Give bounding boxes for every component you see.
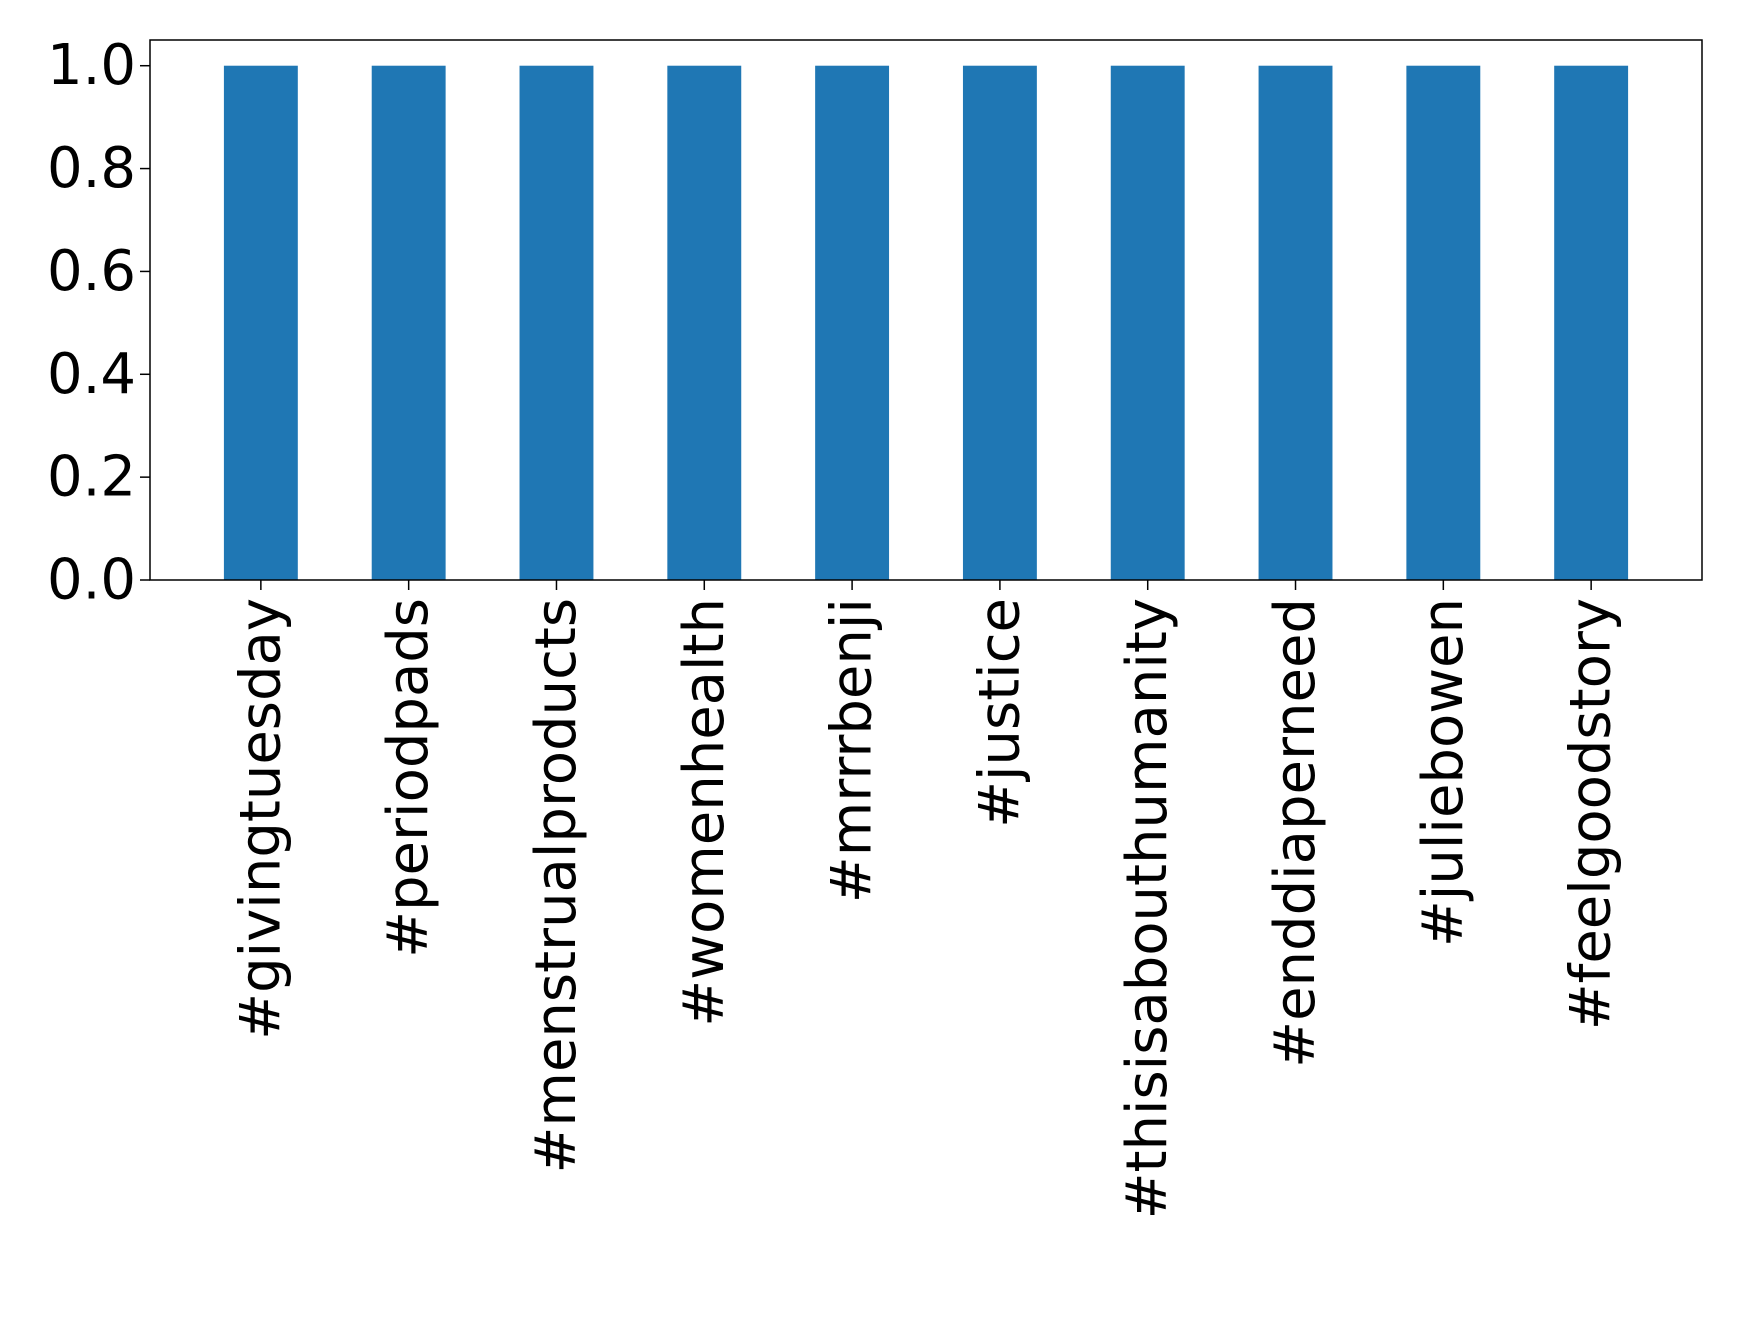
y-tick-label: 0.0 [47,548,136,613]
x-tick-label: #menstrualproducts [524,598,589,1174]
x-tick-label: #feelgoodstory [1559,598,1624,1030]
bar-feelgoodstory [1554,65,1629,580]
y-tick-label: 0.4 [47,342,136,407]
y-tick-label: 1.0 [47,33,136,98]
x-tick-label: #periodpads [376,598,441,958]
x-tick-label: #enddiaperneed [1263,598,1328,1068]
bar-periodpads [371,65,446,580]
x-tick-label: #givingtuesday [228,598,293,1040]
x-tick-label: #juliebowen [1411,598,1476,947]
y-tick-label: 0.2 [47,445,136,510]
bar-menstrualproducts [519,65,594,580]
y-tick-label: 0.6 [47,239,136,304]
bar-justice [962,65,1037,580]
bar-womenhealth [667,65,742,580]
x-tick-label: #mrrrbenji [820,598,885,903]
y-axis: 0.0 0.2 0.4 0.6 0.8 1.0 [47,33,150,613]
x-tick-label: #justice [967,598,1032,828]
bar-mrrrbenji [815,65,890,580]
x-tick-label: #womenhealth [672,598,737,1027]
x-axis: #givingtuesday #periodpads #menstrualprodu… [228,580,1624,1219]
bar-juliebowen [1406,65,1481,580]
bars-group [223,65,1629,580]
bar-thisisabouthumanity [1110,65,1185,580]
plot-frame [149,39,1703,581]
bar-enddiaperneed [1258,65,1333,580]
y-tick-label: 0.8 [47,136,136,201]
bar-givingtuesday [223,65,298,580]
x-tick-label: #thisisabouthumanity [1115,598,1180,1219]
